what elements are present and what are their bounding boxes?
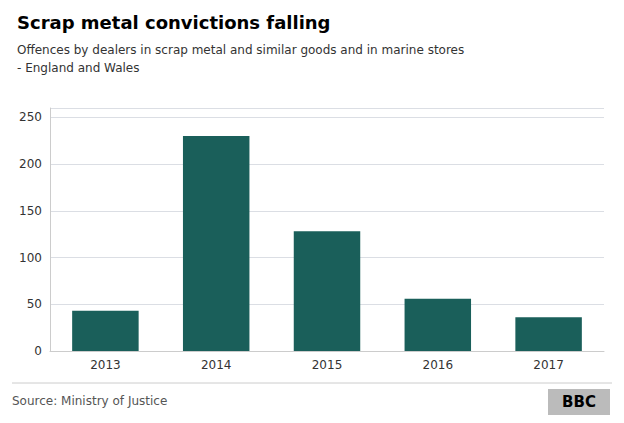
svg-text:Source: Ministry of Justice: Source: Ministry of Justice — [12, 394, 167, 408]
svg-text:2017: 2017 — [533, 358, 564, 372]
svg-text:2015: 2015 — [312, 358, 343, 372]
svg-text:150: 150 — [19, 204, 42, 218]
svg-text:250: 250 — [19, 110, 42, 124]
svg-text:50: 50 — [27, 297, 42, 311]
svg-text:100: 100 — [19, 251, 42, 265]
svg-text:BBC: BBC — [562, 393, 596, 411]
svg-text:- England and Wales: - England and Wales — [17, 61, 139, 75]
svg-text:2016: 2016 — [423, 358, 454, 372]
svg-text:0: 0 — [34, 344, 42, 358]
svg-text:2014: 2014 — [201, 358, 232, 372]
svg-text:200: 200 — [19, 157, 42, 171]
svg-text:2013: 2013 — [90, 358, 121, 372]
svg-text:Offences by dealers in scrap m: Offences by dealers in scrap metal and s… — [17, 43, 464, 57]
svg-text:Scrap metal convictions fallin: Scrap metal convictions falling — [17, 12, 331, 33]
